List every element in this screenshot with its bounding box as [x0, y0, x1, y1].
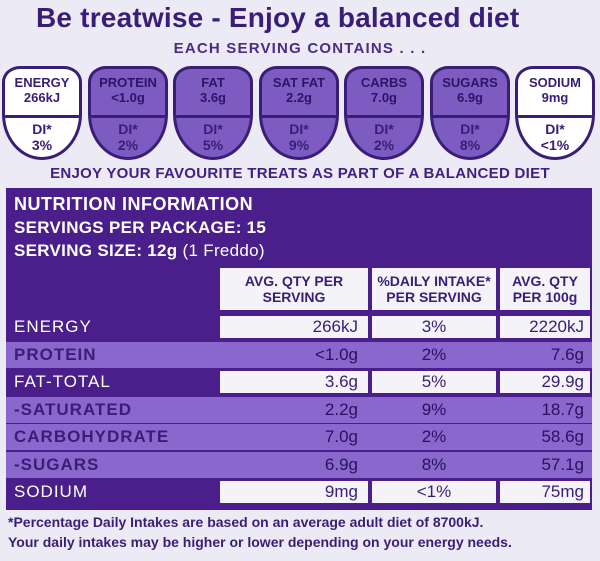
per-100g-value: 57.1g: [500, 453, 590, 476]
gda-quantity: 3.6g: [199, 90, 226, 105]
gda-icon: SODIUM 9mg DI* <1%: [515, 66, 595, 160]
nutrient-label: ENERGY: [14, 317, 92, 336]
gda-di-label: DI*: [118, 121, 138, 137]
gda-di-value: 5%: [202, 137, 224, 153]
per-serving-value: 266kJ: [220, 316, 368, 338]
per-100g-value: 18.7g: [500, 398, 590, 421]
table-row: ENERGY 266kJ 3% 2220kJ: [6, 314, 592, 340]
header-per-100g: AVG. QTY PER 100g: [500, 268, 590, 310]
table-row: FAT-TOTAL 3.6g 5% 29.9g: [6, 369, 592, 395]
nutrition-title: NUTRITION INFORMATION: [14, 194, 254, 214]
gda-di-value: 2%: [117, 137, 139, 153]
per-serving-value: 6.9g: [220, 453, 368, 476]
nutrient-label: CARBOHYDRATE: [14, 427, 170, 446]
gda-quantity: 9mg: [541, 90, 569, 105]
gda-divider: [262, 115, 336, 118]
gda-nutrient-name: ENERGY: [14, 75, 70, 90]
serving-size: SERVING SIZE: 12g (1 Freddo): [14, 241, 265, 261]
nutrient-label: FAT-TOTAL: [14, 372, 111, 391]
per-100g-value: 29.9g: [500, 371, 590, 393]
gda-nutrient-name: SODIUM: [529, 75, 581, 90]
header-daily-intake: %DAILY INTAKE* PER SERVING: [372, 268, 496, 310]
header-per-serving: AVG. QTY PER SERVING: [220, 268, 368, 310]
headline: Be treatwise - Enjoy a balanced diet: [36, 2, 520, 33]
gda-quantity: 266kJ: [23, 90, 61, 105]
gda-divider: [5, 115, 79, 118]
daily-intake-value: 2%: [372, 343, 496, 366]
gda-di-value: 8%: [459, 137, 481, 153]
daily-intake-value: 5%: [372, 371, 496, 393]
gda-di-label: DI*: [460, 121, 480, 137]
gda-icon: SUGARS 6.9g DI* 8%: [430, 66, 510, 160]
gda-nutrient-name: SUGARS: [442, 75, 498, 90]
gda-di-value: 9%: [288, 137, 310, 153]
daily-intake-value: 8%: [372, 453, 496, 476]
per-100g-value: 58.6g: [500, 426, 590, 448]
gda-divider: [518, 115, 592, 118]
gda-quantity: 6.9g: [456, 90, 483, 105]
gda-nutrient-name: PROTEIN: [99, 75, 157, 90]
footnote: *Percentage Daily Intakes are based on a…: [8, 512, 598, 552]
gda-di-value: <1%: [540, 137, 570, 153]
gda-nutrient-name: SAT FAT: [272, 75, 326, 90]
nutrient-label: -SUGARS: [14, 454, 100, 474]
serving-size-label: SERVING SIZE: 12g: [14, 241, 178, 260]
nutrient-label: PROTEIN: [14, 344, 97, 364]
gda-nutrient-name: CARBS: [360, 75, 408, 90]
gda-nutrient-name: FAT: [201, 75, 225, 90]
per-100g-value: 75mg: [500, 481, 590, 503]
gda-icon: PROTEIN <1.0g DI* 2%: [88, 66, 168, 160]
per-serving-value: 2.2g: [220, 398, 368, 421]
gda-icon: FAT 3.6g DI* 5%: [173, 66, 253, 160]
daily-intake-value: <1%: [372, 481, 496, 503]
gda-quantity: 7.0g: [370, 90, 397, 105]
gda-di-label: DI*: [289, 121, 309, 137]
table-row: SODIUM 9mg <1% 75mg: [6, 479, 592, 505]
gda-di-label: DI*: [374, 121, 394, 137]
gda-divider: [91, 115, 165, 118]
gda-divider: [176, 115, 250, 118]
gda-icon: CARBS 7.0g DI* 2%: [344, 66, 424, 160]
gda-icon-row: ENERGY 266kJ DI* 3% PROTEIN <1.0g DI* 2% FAT 3.6g…: [2, 66, 598, 160]
nutrition-panel: NUTRITION INFORMATION SERVINGS PER PACKA…: [6, 188, 592, 510]
table-row: -SUGARS 6.9g 8% 57.1g: [6, 451, 592, 478]
gda-icon: ENERGY 266kJ DI* 3%: [2, 66, 82, 160]
footnote-line-2: Your daily intakes may be higher or lowe…: [8, 534, 512, 550]
enjoy-message: ENJOY YOUR FAVOURITE TREATS AS PART OF A…: [50, 165, 550, 182]
daily-intake-value: 3%: [372, 316, 496, 338]
daily-intake-value: 2%: [372, 426, 496, 448]
gda-di-value: 2%: [373, 137, 395, 153]
gda-divider: [347, 115, 421, 118]
gda-quantity: <1.0g: [111, 90, 145, 105]
table-row: PROTEIN <1.0g 2% 7.6g: [6, 341, 592, 368]
daily-intake-value: 9%: [372, 398, 496, 421]
table-row: CARBOHYDRATE 7.0g 2% 58.6g: [6, 424, 592, 450]
serving-contains-heading: EACH SERVING CONTAINS . . .: [173, 40, 427, 57]
serving-size-note: (1 Freddo): [182, 241, 265, 260]
per-100g-value: 2220kJ: [500, 316, 590, 338]
gda-icon: SAT FAT 2.2g DI* 9%: [259, 66, 339, 160]
gda-divider: [433, 115, 507, 118]
table-row: -SATURATED 2.2g 9% 18.7g: [6, 396, 592, 423]
gda-di-label: DI*: [32, 121, 52, 137]
per-serving-value: 3.6g: [220, 371, 368, 393]
per-100g-value: 7.6g: [500, 343, 590, 366]
gda-quantity: 2.2g: [285, 90, 312, 105]
gda-di-value: 3%: [31, 137, 53, 153]
gda-di-label: DI*: [203, 121, 223, 137]
per-serving-value: <1.0g: [220, 343, 368, 366]
nutrient-label: -SATURATED: [14, 399, 132, 419]
per-serving-value: 7.0g: [220, 426, 368, 448]
footnote-line-1: *Percentage Daily Intakes are based on a…: [8, 514, 484, 530]
servings-per-package: SERVINGS PER PACKAGE: 15: [14, 218, 267, 237]
nutrient-label: SODIUM: [14, 482, 88, 501]
per-serving-value: 9mg: [220, 481, 368, 503]
gda-di-label: DI*: [545, 121, 565, 137]
